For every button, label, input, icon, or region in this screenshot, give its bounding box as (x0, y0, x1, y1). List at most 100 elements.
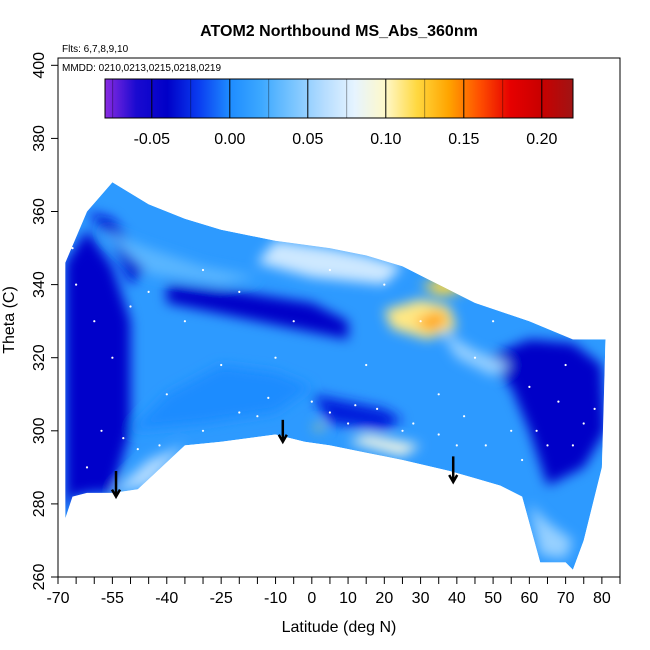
sample-point (484, 444, 487, 447)
y-tick-label: 260 (31, 564, 48, 591)
x-tick-label: -40 (155, 590, 178, 607)
flights-note: Flts: 6,7,8,9,10 (62, 44, 129, 55)
colorbar-tick-label: 0.20 (526, 131, 557, 148)
sample-point (383, 283, 386, 286)
arrows (110, 419, 459, 500)
heat-region (348, 434, 421, 457)
sample-point (71, 247, 74, 250)
heat-region (130, 365, 312, 431)
colorbar-tick-label: 0.10 (370, 131, 401, 148)
x-tick-label: 0 (307, 590, 316, 607)
sample-point (365, 363, 368, 367)
sample-point (267, 396, 270, 399)
plot-area (57, 57, 621, 578)
y-tick-label: 360 (31, 198, 48, 225)
heat-region (101, 229, 258, 285)
x-tick-label: -55 (101, 590, 124, 607)
x-tick-label: 60 (520, 590, 538, 607)
x-tick-label: 70 (557, 590, 575, 607)
sample-point (564, 363, 567, 367)
heat-region (529, 503, 573, 559)
sample-point (129, 305, 132, 308)
y-tick-label: 400 (31, 52, 48, 79)
y-tick-label: 320 (31, 344, 48, 371)
sample-point (376, 407, 379, 410)
colorbar-tick-label: -0.05 (134, 131, 171, 148)
sample-point (292, 320, 295, 323)
sample-point (419, 320, 422, 323)
x-tick-label: 10 (339, 590, 357, 607)
sample-point (328, 268, 331, 272)
y-tick-label: 380 (31, 125, 48, 152)
sample-point (122, 437, 125, 440)
sample-point (412, 422, 415, 425)
sample-point (437, 433, 440, 436)
heat-region (166, 284, 349, 340)
colorbar-gradient (104, 78, 574, 119)
sample-point (75, 283, 78, 286)
x-tick-label: 40 (448, 590, 466, 607)
sample-point (401, 429, 404, 432)
x-tick-label: 30 (412, 590, 430, 607)
colorbar-tick-label: 0.15 (448, 131, 479, 148)
heat-region (257, 240, 403, 285)
sample-point (183, 320, 186, 323)
sample-point (354, 404, 357, 407)
sample-point (528, 385, 531, 388)
heat-regions (65, 211, 606, 559)
sample-point (85, 466, 89, 469)
arrow-head (110, 488, 122, 500)
sample-point (455, 444, 458, 447)
y-tick-label: 280 (31, 490, 48, 517)
sample-point (201, 429, 205, 432)
x-tick-label: -10 (264, 590, 287, 607)
heat-layer (65, 182, 606, 570)
sample-point (147, 290, 150, 293)
sample-point (238, 411, 241, 414)
x-tick-label: -70 (46, 590, 69, 607)
heat-region (438, 328, 512, 376)
sample-point (437, 393, 440, 396)
sample-point (100, 429, 103, 432)
sample-point (136, 448, 139, 451)
sample-point (473, 356, 477, 359)
heat-region (65, 229, 131, 519)
sample-point (238, 290, 241, 293)
x-tick-label: 50 (484, 590, 502, 607)
heat-region (485, 339, 606, 486)
plot-frame (57, 57, 621, 578)
x-tick-label: 20 (375, 590, 393, 607)
arrow-head (448, 474, 459, 485)
colorbar: -0.05 0.00 0.05 0.10 0.15 0.20 (104, 78, 574, 148)
arrow-head (277, 434, 288, 445)
y-axis-label: Theta (C) (1, 286, 18, 354)
heat-region (311, 423, 323, 431)
x-tick-label: 80 (593, 590, 611, 607)
colorbar-tick-label: 0.00 (214, 131, 245, 148)
sample-point (535, 429, 538, 432)
chart-title: ATOM2 Northbound MS_Abs_360nm (200, 23, 478, 40)
sample-point (557, 400, 560, 403)
y-axis: 260 280 300 320 340 360 380 400 (31, 52, 58, 590)
sample-point (201, 268, 205, 272)
sample-point (571, 444, 575, 447)
heat-region (311, 394, 403, 431)
x-tick-label: -25 (210, 590, 233, 607)
sample-points (71, 247, 596, 469)
sample-point (328, 411, 331, 414)
sample-point (347, 422, 350, 425)
sample-point (546, 444, 549, 447)
heat-region (112, 445, 185, 493)
sample-point (492, 320, 495, 323)
sample-point (93, 320, 96, 323)
x-axis: -70 -55 -40 -25 -10 0 10 20 30 40 50 60 70 80 (46, 577, 621, 607)
y-tick-label: 300 (31, 417, 48, 444)
sample-point (274, 356, 277, 359)
sample-point (593, 407, 596, 410)
sample-point (310, 400, 313, 403)
sample-point (510, 429, 513, 432)
colorbar-tick-label: 0.05 (292, 131, 323, 148)
sample-point (158, 444, 161, 447)
sample-point (220, 363, 223, 367)
sample-point (165, 393, 168, 396)
